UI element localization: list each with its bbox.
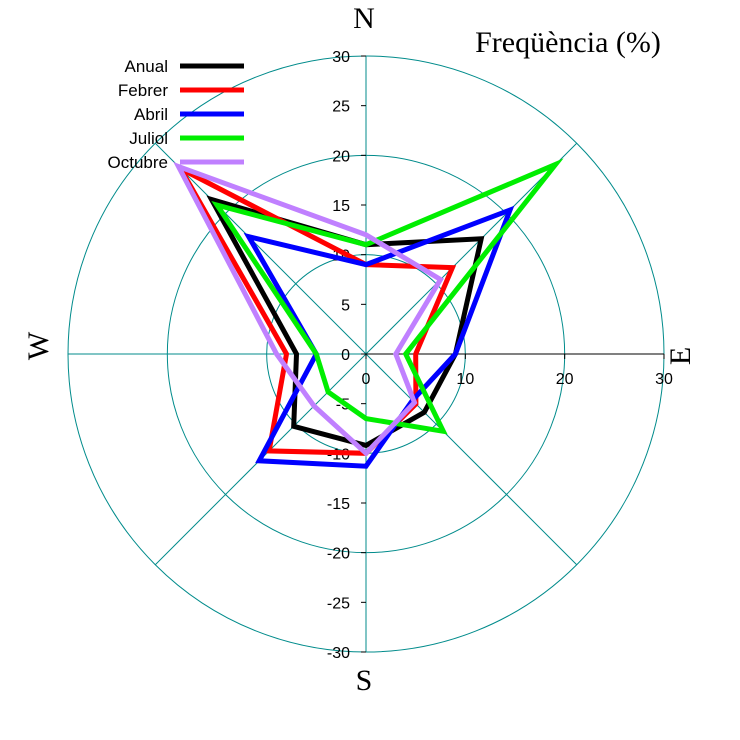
- labels: N S W E Freqüència (%): [22, 2, 697, 697]
- x-tick-label: 10: [456, 371, 474, 388]
- legend-label-febrer: Febrer: [118, 81, 168, 100]
- legend: Anual Febrer Abril Juliol Octubre: [108, 57, 244, 172]
- grid-spoke: [154, 142, 367, 355]
- legend-label-juliol: Juliol: [129, 129, 168, 148]
- y-tick-label: 20: [332, 148, 350, 165]
- y-tick-label: 5: [341, 297, 350, 314]
- direction-label-west: W: [22, 331, 55, 360]
- direction-label-south: S: [356, 664, 373, 697]
- y-tick-label: 30: [332, 49, 350, 66]
- series-line-abril: [243, 205, 515, 469]
- direction-label-north: N: [353, 2, 375, 35]
- x-tick-label: 30: [655, 371, 673, 388]
- series-layer: [173, 158, 564, 469]
- legend-label-anual: Anual: [125, 57, 168, 76]
- series-line-octubre: [173, 161, 444, 457]
- series-line-anual: [206, 195, 485, 449]
- direction-label-east: E: [664, 347, 697, 365]
- y-tick-label: 15: [332, 198, 350, 215]
- x-tick-label: 20: [556, 371, 574, 388]
- y-tick-label: 25: [332, 99, 350, 116]
- chart-title: Freqüència (%): [475, 26, 661, 59]
- legend-label-abril: Abril: [134, 105, 168, 124]
- y-tick-label: -25: [327, 595, 350, 612]
- x-tick-label: 0: [362, 371, 371, 388]
- y-tick-label: 0: [341, 347, 350, 364]
- y-tick-label: -20: [327, 546, 350, 563]
- legend-label-octubre: Octubre: [108, 153, 168, 172]
- y-tick-label: -15: [327, 496, 350, 513]
- grid-spoke: [365, 353, 578, 566]
- y-tick-label: -30: [327, 645, 350, 662]
- series-line-juliol: [211, 158, 564, 435]
